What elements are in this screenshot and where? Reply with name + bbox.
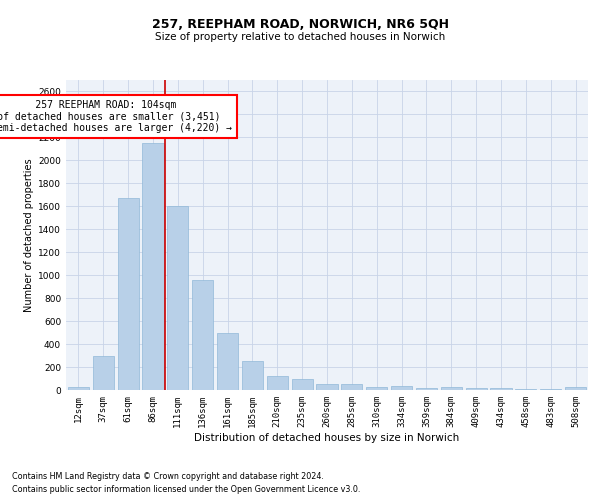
Text: Contains public sector information licensed under the Open Government Licence v3: Contains public sector information licen… xyxy=(12,485,361,494)
Bar xyxy=(466,388,487,390)
Bar xyxy=(391,386,412,390)
Bar xyxy=(565,387,586,390)
Text: Contains HM Land Registry data © Crown copyright and database right 2024.: Contains HM Land Registry data © Crown c… xyxy=(12,472,324,481)
Bar xyxy=(68,387,89,390)
Bar xyxy=(416,388,437,390)
Bar xyxy=(217,332,238,390)
Bar xyxy=(316,384,338,390)
Bar xyxy=(341,384,362,390)
Bar xyxy=(142,143,164,390)
Bar xyxy=(167,206,188,390)
Text: 257, REEPHAM ROAD, NORWICH, NR6 5QH: 257, REEPHAM ROAD, NORWICH, NR6 5QH xyxy=(151,18,449,30)
Bar xyxy=(441,387,462,390)
Bar xyxy=(292,378,313,390)
Bar xyxy=(267,376,288,390)
Bar xyxy=(366,386,387,390)
Text: 257 REEPHAM ROAD: 104sqm
← 45% of detached houses are smaller (3,451)
55% of sem: 257 REEPHAM ROAD: 104sqm ← 45% of detach… xyxy=(0,100,232,132)
Bar xyxy=(192,280,213,390)
Text: Size of property relative to detached houses in Norwich: Size of property relative to detached ho… xyxy=(155,32,445,42)
Bar xyxy=(93,356,114,390)
Bar xyxy=(118,198,139,390)
Bar xyxy=(490,388,512,390)
Bar xyxy=(540,389,561,390)
X-axis label: Distribution of detached houses by size in Norwich: Distribution of detached houses by size … xyxy=(194,432,460,442)
Bar xyxy=(242,362,263,390)
Y-axis label: Number of detached properties: Number of detached properties xyxy=(24,158,34,312)
